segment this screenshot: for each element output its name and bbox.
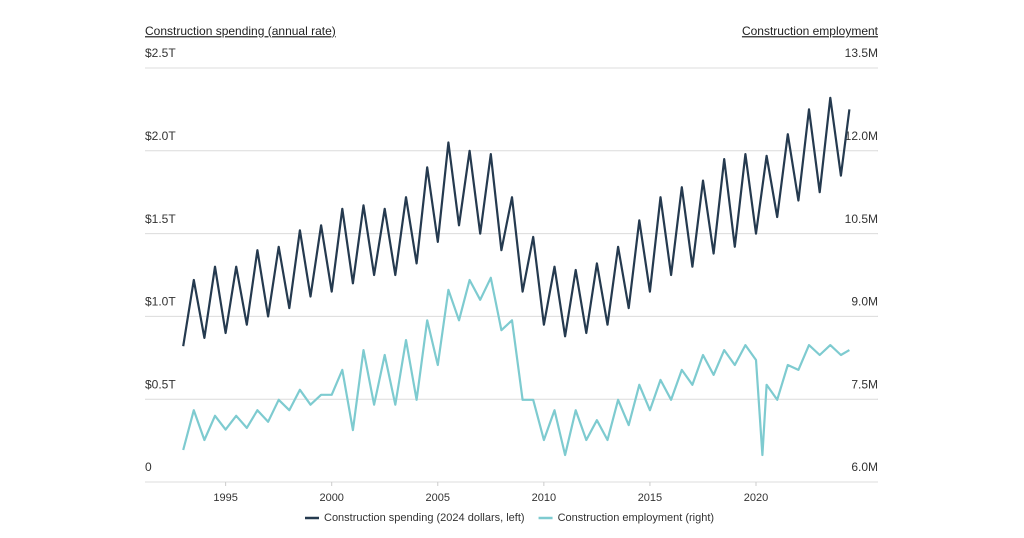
y2-axis-title: Construction employment — [742, 24, 879, 38]
x-tick-label: 2005 — [426, 492, 450, 504]
y-tick-label: $2.5T — [145, 46, 176, 60]
y2-tick-label: 10.5M — [845, 212, 878, 226]
y2-tick-label: 7.5M — [851, 377, 878, 391]
y-axis-title: Construction spending (annual rate) — [145, 24, 336, 38]
x-tick-label: 2000 — [319, 492, 343, 504]
y2-tick-label: 9.0M — [851, 295, 878, 309]
y2-tick-label: 6.0M — [851, 460, 878, 474]
x-tick-label: 2020 — [744, 492, 768, 504]
series-line — [182, 276, 850, 457]
y-tick-label: $2.0T — [145, 129, 176, 143]
y-tick-label: $0.5T — [145, 377, 176, 391]
y-tick-label: $1.0T — [145, 295, 176, 309]
series-line — [182, 96, 851, 347]
y2-tick-label: 13.5M — [845, 46, 878, 60]
x-tick-label: 2015 — [638, 492, 662, 504]
legend-label: Construction spending (2024 dollars, lef… — [324, 512, 525, 524]
y2-tick-label: 12.0M — [845, 129, 878, 143]
y-tick-label: $1.5T — [145, 212, 176, 226]
x-tick-label: 2010 — [532, 492, 556, 504]
legend-label: Construction employment (right) — [558, 512, 715, 524]
y-tick-label: 0 — [145, 460, 152, 474]
x-tick-label: 1995 — [213, 492, 237, 504]
